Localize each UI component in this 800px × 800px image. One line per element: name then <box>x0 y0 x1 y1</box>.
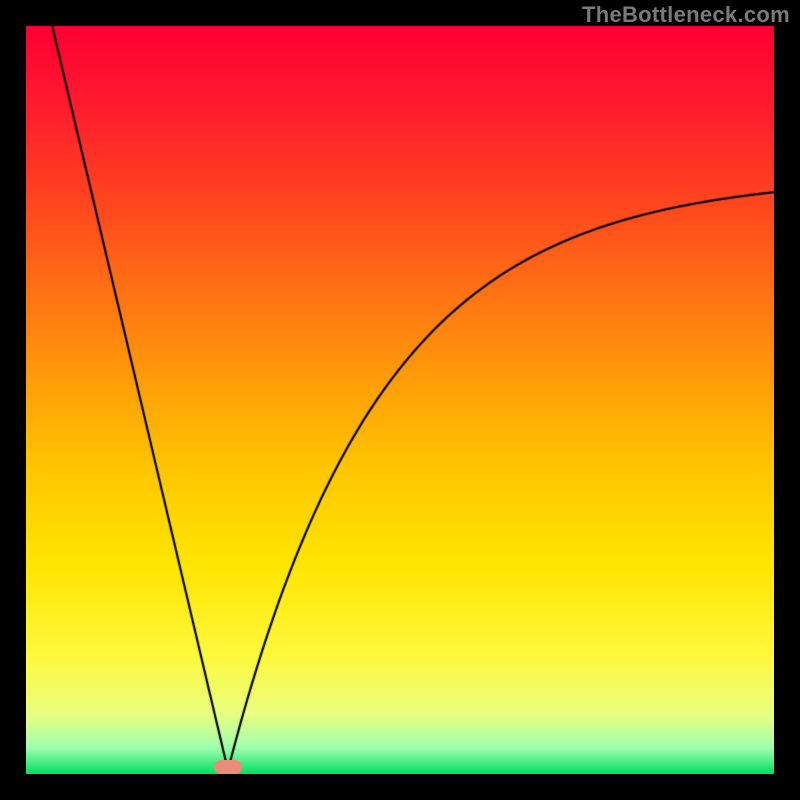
chart-stage: TheBottleneck.com <box>0 0 800 800</box>
chart-plot-area <box>26 26 774 774</box>
minimum-marker <box>214 760 242 774</box>
watermark-text: TheBottleneck.com <box>582 2 790 28</box>
bottleneck-curve <box>26 26 774 774</box>
